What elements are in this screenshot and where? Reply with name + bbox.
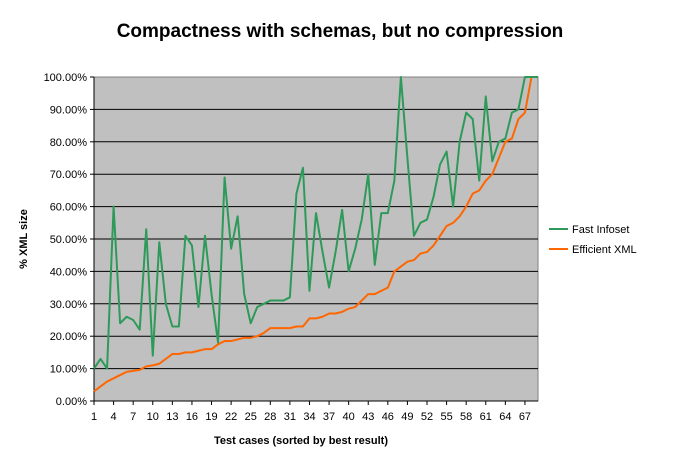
x-tick-label: 61 [480, 411, 492, 423]
x-tick-label: 34 [303, 411, 315, 423]
x-tick-label: 22 [225, 411, 237, 423]
x-tick-label: 7 [130, 411, 136, 423]
series-line-efficient-xml [93, 76, 538, 393]
legend-label-efficient-xml: Efficient XML [572, 244, 637, 256]
y-tick-label: 20.00% [50, 331, 88, 343]
x-tick-label: 19 [205, 411, 217, 423]
x-tick-label: 25 [245, 411, 257, 423]
y-tick-label: 90.00% [50, 104, 88, 116]
y-tick-label: 30.00% [50, 299, 88, 311]
legend-label-fast-infoset: Fast Infoset [572, 224, 629, 236]
legend: Fast Infoset Efficient XML [549, 224, 637, 256]
x-tick-label: 31 [284, 411, 296, 423]
y-tick-label: 100.00% [44, 72, 88, 84]
x-axis-ticks: 1 4 7 10 13 16 19 22 25 28 31 34 37 40 43 46 49 52 55 58 61 6… [91, 401, 531, 423]
y-tick-label: 80.00% [50, 137, 88, 149]
x-tick-label: 52 [421, 411, 433, 423]
x-tick-label: 58 [460, 411, 472, 423]
series-lines [93, 76, 538, 393]
x-tick-label: 55 [440, 411, 452, 423]
x-tick-label: 1 [91, 411, 97, 423]
x-tick-label: 67 [519, 411, 531, 423]
chart-title: Compactness with schemas, but no compres… [117, 21, 564, 42]
x-tick-label: 40 [343, 411, 355, 423]
y-tick-label: 0.00% [56, 396, 87, 408]
x-tick-label: 13 [166, 411, 178, 423]
x-tick-label: 43 [362, 411, 374, 423]
x-tick-label: 28 [264, 411, 276, 423]
y-tick-label: 40.00% [50, 266, 88, 278]
y-tick-label: 70.00% [50, 169, 88, 181]
y-tick-label: 10.00% [50, 364, 88, 376]
x-tick-label: 64 [499, 411, 511, 423]
gridlines [94, 108, 538, 370]
x-tick-label: 49 [401, 411, 413, 423]
y-axis-ticks: 0.00% 10.00% 20.00% 30.00% 40.00% 50.00% 60.00… [44, 72, 538, 408]
y-tick-label: 50.00% [50, 234, 88, 246]
x-tick-label: 16 [186, 411, 198, 423]
y-tick-label: 60.00% [50, 202, 88, 214]
x-axis-title: Test cases (sorted by best result) [214, 435, 388, 447]
x-tick-label: 4 [111, 411, 117, 423]
x-tick-label: 10 [147, 411, 159, 423]
series-line-fast-infoset [93, 76, 538, 370]
x-tick-label: 46 [382, 411, 394, 423]
y-axis-title: % XML size [18, 209, 30, 269]
x-tick-label: 37 [323, 411, 335, 423]
